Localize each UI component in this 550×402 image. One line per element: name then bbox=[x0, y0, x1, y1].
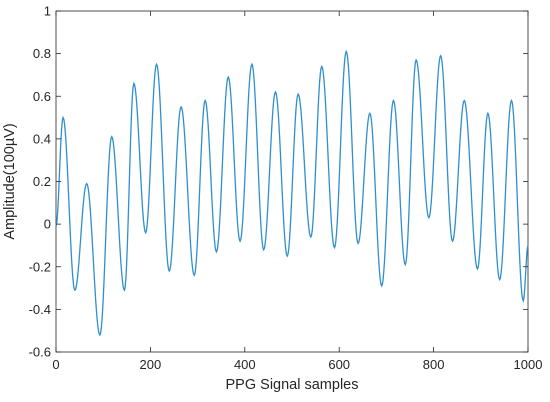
x-tick-label-4: 800 bbox=[423, 357, 445, 372]
y-tick-label-3: 0 bbox=[44, 217, 51, 232]
y-tick-label-4: 0.2 bbox=[33, 174, 51, 189]
y-axis-label: Amplitude(100µV) bbox=[2, 123, 18, 239]
y-axis-ticks: -0.6 -0.4 -0.2 0 0.2 0.4 0.6 0.8 1 bbox=[29, 4, 528, 360]
y-tick-label-5: 0.4 bbox=[33, 131, 51, 146]
x-tick-label-0: 0 bbox=[52, 357, 59, 372]
x-tick-label-1: 200 bbox=[140, 357, 162, 372]
x-tick-label-5: 1000 bbox=[514, 357, 543, 372]
y-tick-label-7: 0.8 bbox=[33, 46, 51, 61]
y-tick-label-0: -0.6 bbox=[29, 345, 51, 360]
x-tick-label-3: 600 bbox=[328, 357, 350, 372]
y-tick-label-1: -0.4 bbox=[29, 302, 51, 317]
series-layer bbox=[55, 49, 529, 337]
y-tick-label-6: 0.6 bbox=[33, 89, 51, 104]
y-tick-label-8: 1 bbox=[44, 4, 51, 19]
y-tick-label-2: -0.2 bbox=[29, 259, 51, 274]
x-axis-label: PPG Signal samples bbox=[226, 377, 359, 393]
x-tick-label-2: 400 bbox=[234, 357, 256, 372]
series-line-0 bbox=[55, 49, 529, 337]
x-axis-ticks: 0 200 400 600 800 1000 bbox=[52, 11, 542, 372]
